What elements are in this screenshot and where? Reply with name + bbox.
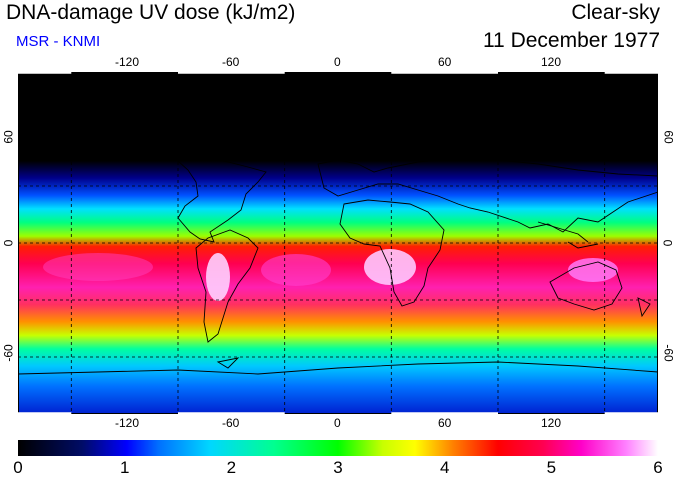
lon-label-bottom-1: -120 <box>115 416 140 430</box>
uv-dose-map <box>18 72 658 414</box>
lon-label-top-5: 120 <box>541 55 562 69</box>
lat-label-right-0: 0 <box>660 239 675 247</box>
lon-label-top-4: 60 <box>438 55 452 69</box>
lat-label-left-minus60: -60 <box>1 344 16 362</box>
high-dose-region-pacific <box>43 253 153 281</box>
lon-label-bottom-2: -60 <box>222 416 240 430</box>
colorbar-label-3: 3 <box>333 458 343 477</box>
colorbar-label-5: 5 <box>546 458 557 477</box>
colorbar-label-2: 2 <box>226 458 237 477</box>
lon-label-bottom-5: 120 <box>541 416 562 430</box>
high-dose-region-south-america <box>206 253 230 301</box>
organization-label: MSR - KNMI <box>16 33 101 50</box>
lat-label-right-minus60: -60 <box>661 344 676 362</box>
colorbar-label-6: 6 <box>653 458 663 477</box>
date-label: 11 December 1977 <box>482 29 660 52</box>
colorbar-label-0: 0 <box>13 458 23 477</box>
lon-label-top-2: -60 <box>222 55 240 69</box>
frame-ticks <box>18 72 658 414</box>
lon-label-bottom-3: 0 <box>334 416 341 430</box>
lat-label-right-60: 60 <box>661 130 676 144</box>
map-frame <box>18 72 658 414</box>
lon-label-bottom-4: 60 <box>438 416 452 430</box>
map-title: DNA-damage UV dose (kJ/m2) <box>6 1 296 24</box>
lat-label-left-60: 60 <box>1 130 16 144</box>
colorbar-label-1: 1 <box>119 458 130 477</box>
colorbar <box>18 440 658 456</box>
lat-label-left-0: 0 <box>1 239 16 247</box>
high-dose-region-australia <box>568 258 618 282</box>
high-dose-region-atlantic <box>261 254 331 286</box>
lon-label-top-1: -120 <box>115 55 140 69</box>
graticule <box>18 72 658 414</box>
sky-condition-label: Clear-sky <box>571 1 660 24</box>
colorbar-label-4: 4 <box>439 458 450 477</box>
lon-label-top-3: 0 <box>334 55 341 69</box>
